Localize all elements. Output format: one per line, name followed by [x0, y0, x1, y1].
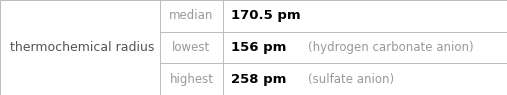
Text: 156 pm: 156 pm: [231, 41, 286, 54]
Text: (hydrogen carbonate anion): (hydrogen carbonate anion): [308, 41, 474, 54]
Text: thermochemical radius: thermochemical radius: [10, 41, 155, 54]
Text: lowest: lowest: [172, 41, 210, 54]
Text: 258 pm: 258 pm: [231, 73, 286, 86]
Text: median: median: [169, 9, 213, 22]
Text: (sulfate anion): (sulfate anion): [308, 73, 394, 86]
Text: 170.5 pm: 170.5 pm: [231, 9, 300, 22]
Text: highest: highest: [169, 73, 213, 86]
